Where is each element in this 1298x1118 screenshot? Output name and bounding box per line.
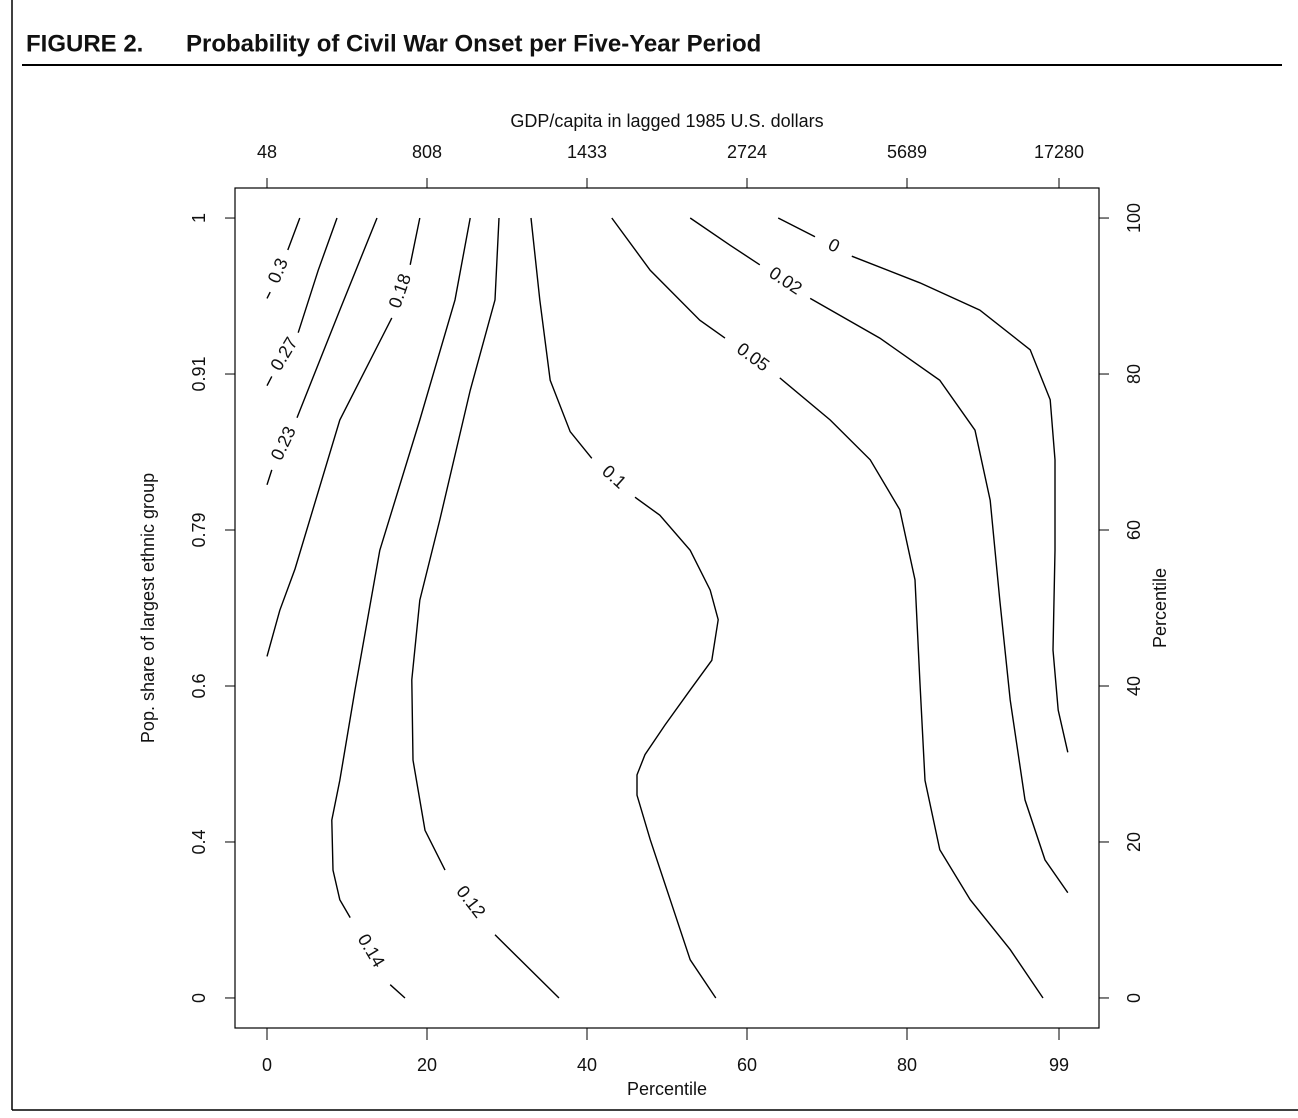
contour-line xyxy=(266,217,338,387)
y-tick-label: 0.91 xyxy=(189,356,209,391)
contour-line xyxy=(611,217,1044,999)
contour-label: 0.27 xyxy=(266,334,301,374)
x2-tick-label: 48 xyxy=(257,142,277,162)
figure-label: FIGURE 2. xyxy=(26,30,143,57)
y-tick-label: 1 xyxy=(189,213,209,223)
contour-line xyxy=(331,217,471,999)
contour-label: 0.23 xyxy=(267,423,300,463)
y2-tick-label: 100 xyxy=(1124,203,1144,233)
x-tick-label: 80 xyxy=(897,1055,917,1075)
contour-line xyxy=(777,217,1069,753)
x2-axis-label: GDP/capita in lagged 1985 U.S. dollars xyxy=(510,111,823,131)
y-tick-label: 0.79 xyxy=(189,512,209,547)
y2-tick-label: 40 xyxy=(1124,676,1144,696)
x2-tick-label: 17280 xyxy=(1034,142,1084,162)
contour-label: 0.12 xyxy=(452,882,489,922)
contour-label: 0.14 xyxy=(354,930,389,970)
contour-line xyxy=(411,217,560,999)
x2-tick-label: 2724 xyxy=(727,142,767,162)
contour-label: 0.18 xyxy=(385,271,415,311)
plot-box xyxy=(234,187,1100,1029)
x2-tick-label: 808 xyxy=(412,142,442,162)
y-tick-label: 0.6 xyxy=(189,673,209,698)
y-tick-label: 0.4 xyxy=(189,829,209,854)
contour-line xyxy=(266,217,301,299)
x2-tick-label: 1433 xyxy=(567,142,607,162)
contour-label: 0.3 xyxy=(264,255,292,286)
x-tick-label: 0 xyxy=(262,1055,272,1075)
x2-tick-label: 5689 xyxy=(887,142,927,162)
y-axis-label: Pop. share of largest ethnic group xyxy=(138,473,158,743)
x-axis-label: Percentile xyxy=(627,1079,707,1099)
y2-tick-label: 80 xyxy=(1124,364,1144,384)
contour-line xyxy=(266,217,421,657)
contour-line xyxy=(266,217,378,486)
x-tick-label: 20 xyxy=(417,1055,437,1075)
y2-tick-label: 0 xyxy=(1124,993,1144,1003)
y-tick-label: 0 xyxy=(189,993,209,1003)
contour-label: 0 xyxy=(825,234,843,256)
x-tick-label: 60 xyxy=(737,1055,757,1075)
x-tick-label: 99 xyxy=(1049,1055,1069,1075)
y2-tick-label: 60 xyxy=(1124,520,1144,540)
y2-axis-label: Percentile xyxy=(1150,568,1170,648)
contour-label: 0.02 xyxy=(766,263,806,299)
x-tick-label: 40 xyxy=(577,1055,597,1075)
contour-label: 0.1 xyxy=(598,461,630,493)
chart-title: Probability of Civil War Onset per Five-… xyxy=(186,30,761,57)
y2-tick-label: 20 xyxy=(1124,832,1144,852)
contour-line xyxy=(530,217,719,999)
contour-label: 0.05 xyxy=(733,339,773,376)
contour-line xyxy=(689,217,1069,894)
